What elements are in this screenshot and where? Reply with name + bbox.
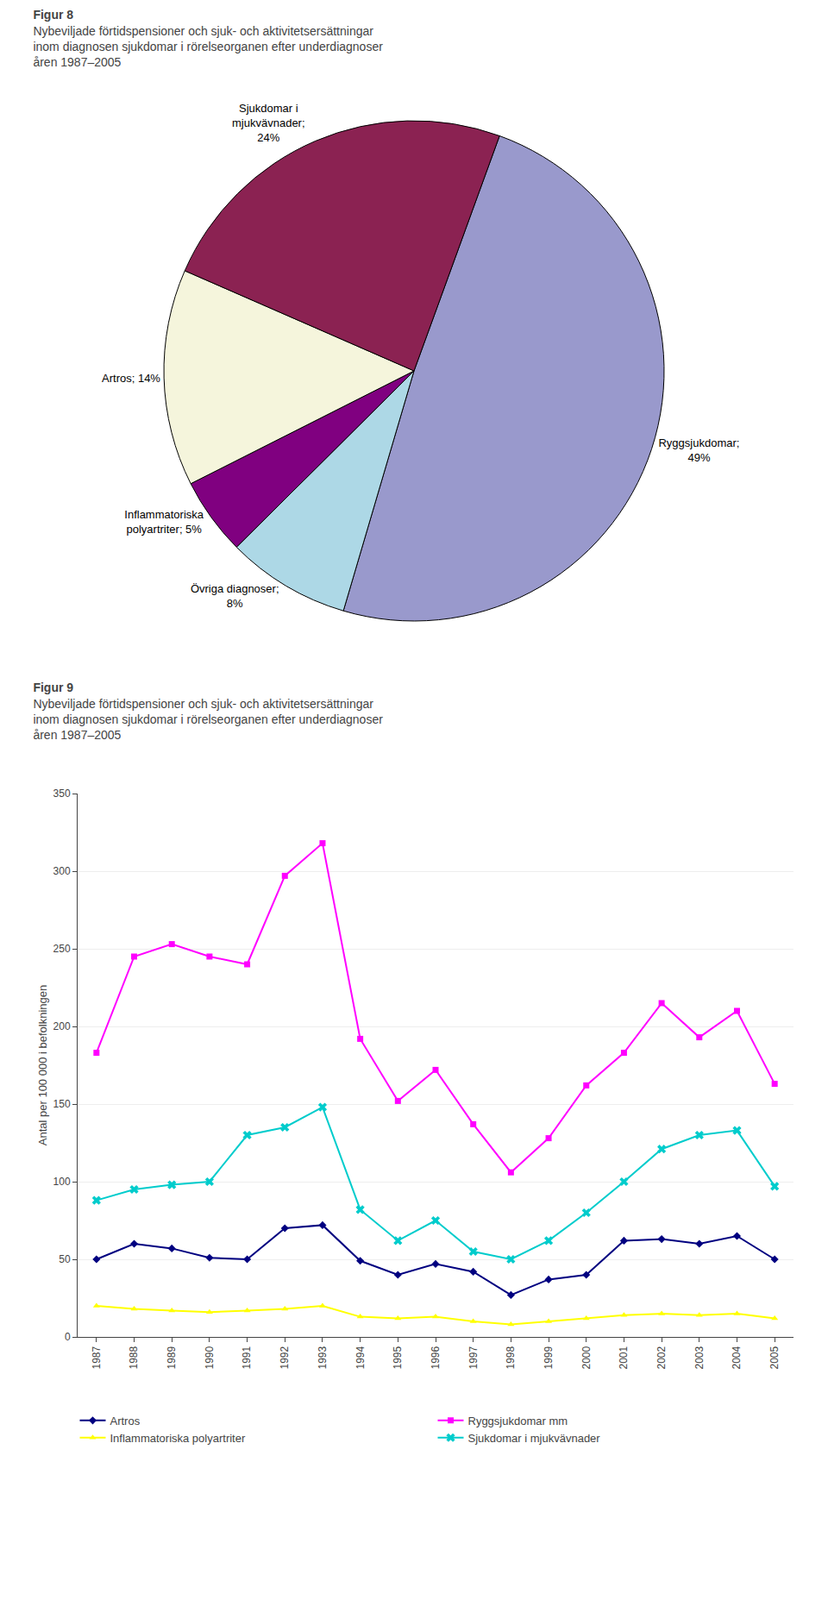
svg-text:Inflammatoriska polyartriter: Inflammatoriska polyartriter [110, 1431, 246, 1445]
svg-text:2005: 2005 [768, 1345, 781, 1369]
svg-text:Antal per 100 000 i befolkning: Antal per 100 000 i befolkningen [36, 984, 50, 1146]
svg-text:1992: 1992 [278, 1345, 291, 1369]
svg-text:2004: 2004 [730, 1345, 743, 1369]
svg-text:50: 50 [58, 1253, 71, 1266]
svg-text:2000: 2000 [580, 1345, 593, 1369]
svg-text:1998: 1998 [504, 1345, 517, 1369]
svg-text:1987: 1987 [90, 1345, 103, 1369]
svg-text:Sjukdomar i mjukvävnader: Sjukdomar i mjukvävnader [468, 1431, 602, 1445]
svg-text:1993: 1993 [316, 1345, 329, 1369]
svg-text:1997: 1997 [467, 1345, 480, 1369]
svg-text:1991: 1991 [240, 1345, 253, 1369]
svg-text:Övriga diagnoser;8%: Övriga diagnoser;8% [190, 582, 280, 610]
svg-text:300: 300 [53, 865, 71, 878]
svg-text:0: 0 [64, 1330, 71, 1343]
svg-text:Artros: Artros [110, 1414, 141, 1428]
svg-text:1988: 1988 [127, 1345, 140, 1369]
svg-text:350: 350 [53, 787, 71, 800]
svg-text:Artros; 14%: Artros; 14% [101, 371, 161, 385]
svg-text:1989: 1989 [165, 1345, 178, 1369]
svg-text:Ryggsjukdomar;49%: Ryggsjukdomar;49% [658, 436, 740, 465]
svg-text:200: 200 [53, 1020, 71, 1033]
svg-text:1990: 1990 [203, 1345, 216, 1369]
svg-text:Figur 8Nybeviljade förtidspens: Figur 8Nybeviljade förtidspensioner och … [32, 7, 383, 69]
svg-text:150: 150 [53, 1097, 71, 1111]
svg-text:1999: 1999 [542, 1345, 555, 1369]
svg-text:250: 250 [53, 942, 71, 955]
svg-text:Ryggsjukdomar mm: Ryggsjukdomar mm [468, 1414, 569, 1428]
svg-text:1995: 1995 [391, 1345, 404, 1369]
svg-text:Figur 9Nybeviljade förtidspens: Figur 9Nybeviljade förtidspensioner och … [32, 680, 383, 742]
svg-text:1996: 1996 [429, 1345, 442, 1369]
svg-text:1994: 1994 [354, 1345, 367, 1369]
svg-text:Inflammatoriskapolyartriter; 5: Inflammatoriskapolyartriter; 5% [124, 508, 205, 536]
svg-text:Sjukdomar imjukvävnader;24%: Sjukdomar imjukvävnader;24% [232, 101, 306, 145]
svg-text:2003: 2003 [693, 1345, 706, 1369]
svg-text:2002: 2002 [655, 1345, 668, 1369]
svg-text:100: 100 [53, 1175, 71, 1188]
svg-text:2001: 2001 [617, 1345, 630, 1369]
